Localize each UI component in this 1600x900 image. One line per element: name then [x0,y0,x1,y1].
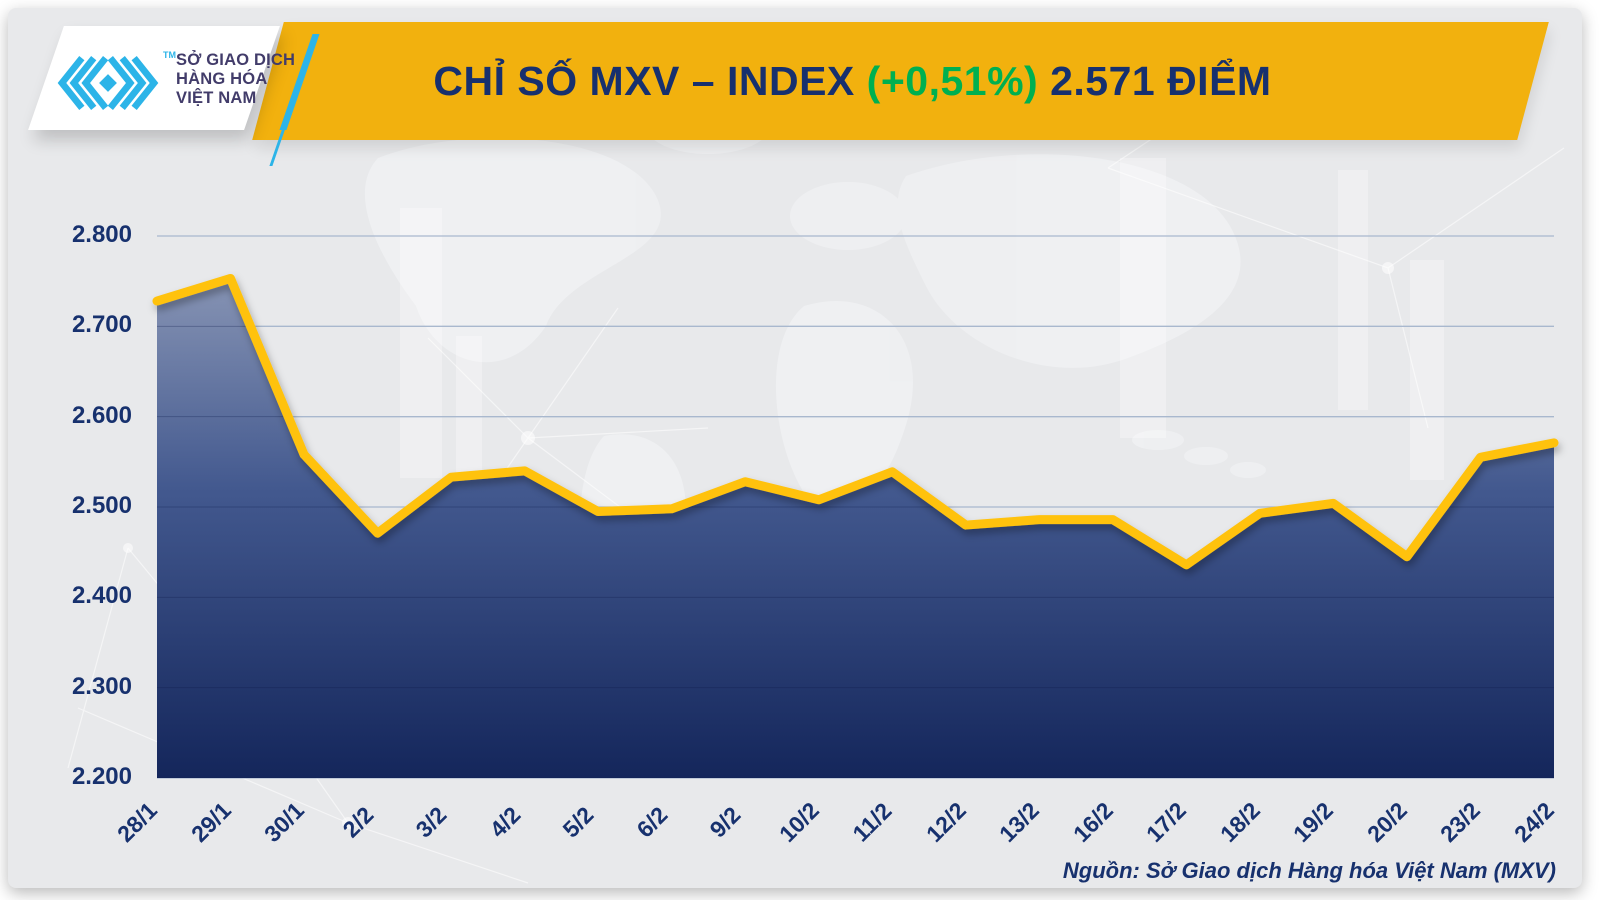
y-tick-2.500: 2.500 [71,492,132,519]
title-main: CHỈ SỐ MXV – INDEX [433,57,867,104]
chart-title: CHỈ SỐ MXV – INDEX (+0,51%) 2.571 ĐIỂM [220,22,1485,140]
y-tick-2.600: 2.600 [71,401,132,429]
y-tick-2.400: 2.400 [71,582,132,610]
title-value: 2.571 ĐIỂM [1038,57,1272,104]
logo-line3: VIỆT NAM [176,89,257,107]
y-tick-2.800: 2.800 [71,221,132,248]
logo-line1: SỞ GIAO DỊCH [176,51,296,69]
title-change-percent: (+0,51%) [866,57,1039,104]
logo-line2: HÀNG HÓA [176,70,268,88]
mxv-logo-icon [57,56,159,110]
area-fill [157,278,1554,778]
y-tick-2.300: 2.300 [71,672,132,700]
trademark-label: TM [163,50,176,60]
index-line [152,273,1559,570]
source-attribution: Nguồn: Sở Giao dịch Hàng hóa Việt Nam (M… [1062,858,1556,883]
y-tick-2.700: 2.700 [71,311,132,339]
y-tick-2.200: 2.200 [71,763,132,790]
logo-wordmark: SỞ GIAO DỊCH HÀNG HÓA VIỆT NAM [176,51,295,108]
